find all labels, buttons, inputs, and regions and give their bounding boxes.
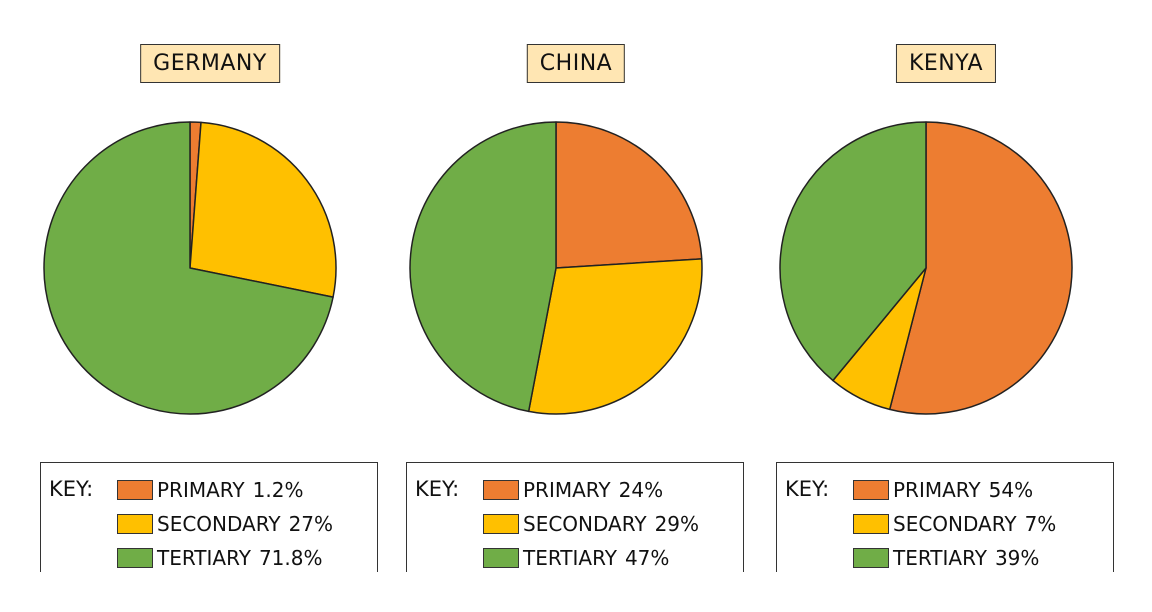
chart-china: CHINA KEY: PRIMARY 24% SECONDARY 29% TER… xyxy=(406,0,746,612)
legend-label-secondary: SECONDARY xyxy=(523,512,647,536)
legend: KEY: PRIMARY 24% SECONDARY 29% TERTIARY … xyxy=(406,462,744,572)
legend-label-tertiary: TERTIARY xyxy=(523,546,617,570)
legend-label-tertiary: TERTIARY xyxy=(157,546,251,570)
legend-item-primary: PRIMARY 54% xyxy=(853,477,1033,503)
legend-title: KEY: xyxy=(785,477,830,501)
chart-title: CHINA xyxy=(526,44,626,83)
legend-swatch-tertiary xyxy=(117,548,153,568)
chart-title: GERMANY xyxy=(140,44,280,83)
legend-value-tertiary: 39% xyxy=(994,546,1040,570)
legend-swatch-tertiary xyxy=(853,548,889,568)
legend-item-tertiary: TERTIARY 71.8% xyxy=(117,545,322,571)
pie-slice-primary xyxy=(555,121,703,269)
legend-label-tertiary: TERTIARY xyxy=(893,546,987,570)
legend-value-tertiary: 71.8% xyxy=(258,546,323,570)
legend-swatch-secondary xyxy=(853,514,889,534)
legend-item-secondary: SECONDARY 29% xyxy=(483,511,699,537)
legend-label-primary: PRIMARY xyxy=(523,478,611,502)
legend-value-secondary: 27% xyxy=(288,512,334,536)
legend-item-secondary: SECONDARY 7% xyxy=(853,511,1056,537)
legend-value-primary: 54% xyxy=(988,478,1034,502)
pie-slice-primary xyxy=(888,121,1073,415)
legend-value-primary: 24% xyxy=(618,478,664,502)
legend-item-tertiary: TERTIARY 47% xyxy=(483,545,669,571)
pie-chart xyxy=(409,121,703,415)
legend-title: KEY: xyxy=(49,477,94,501)
chart-title: KENYA xyxy=(895,44,997,83)
legend-title: KEY: xyxy=(415,477,460,501)
legend-value-secondary: 29% xyxy=(654,512,700,536)
pie-slice-tertiary xyxy=(409,121,557,413)
legend-value-tertiary: 47% xyxy=(624,546,670,570)
legend-label-primary: PRIMARY xyxy=(893,478,981,502)
legend-swatch-secondary xyxy=(117,514,153,534)
legend-swatch-primary xyxy=(853,480,889,500)
legend-label-secondary: SECONDARY xyxy=(893,512,1017,536)
pie-slice-tertiary xyxy=(779,121,927,382)
legend-item-primary: PRIMARY 24% xyxy=(483,477,663,503)
legend-label-primary: PRIMARY xyxy=(157,478,245,502)
legend-item-primary: PRIMARY 1.2% xyxy=(117,477,303,503)
pie-slice-tertiary xyxy=(43,121,334,415)
pie-slice-secondary xyxy=(527,258,703,415)
pie-chart xyxy=(43,121,337,415)
legend-item-secondary: SECONDARY 27% xyxy=(117,511,333,537)
legend-value-secondary: 7% xyxy=(1024,512,1057,536)
legend: KEY: PRIMARY 1.2% SECONDARY 27% TERTIARY… xyxy=(40,462,378,572)
legend: KEY: PRIMARY 54% SECONDARY 7% TERTIARY 3… xyxy=(776,462,1114,572)
legend-label-secondary: SECONDARY xyxy=(157,512,281,536)
legend-swatch-primary xyxy=(117,480,153,500)
legend-value-primary: 1.2% xyxy=(252,478,304,502)
chart-germany: GERMANY KEY: PRIMARY 1.2% SECONDARY 27% … xyxy=(40,0,380,612)
legend-swatch-primary xyxy=(483,480,519,500)
pie-slice-secondary xyxy=(189,121,337,298)
legend-item-tertiary: TERTIARY 39% xyxy=(853,545,1039,571)
pie-chart xyxy=(779,121,1073,415)
legend-swatch-tertiary xyxy=(483,548,519,568)
legend-swatch-secondary xyxy=(483,514,519,534)
chart-kenya: KENYA KEY: PRIMARY 54% SECONDARY 7% TERT… xyxy=(776,0,1116,612)
